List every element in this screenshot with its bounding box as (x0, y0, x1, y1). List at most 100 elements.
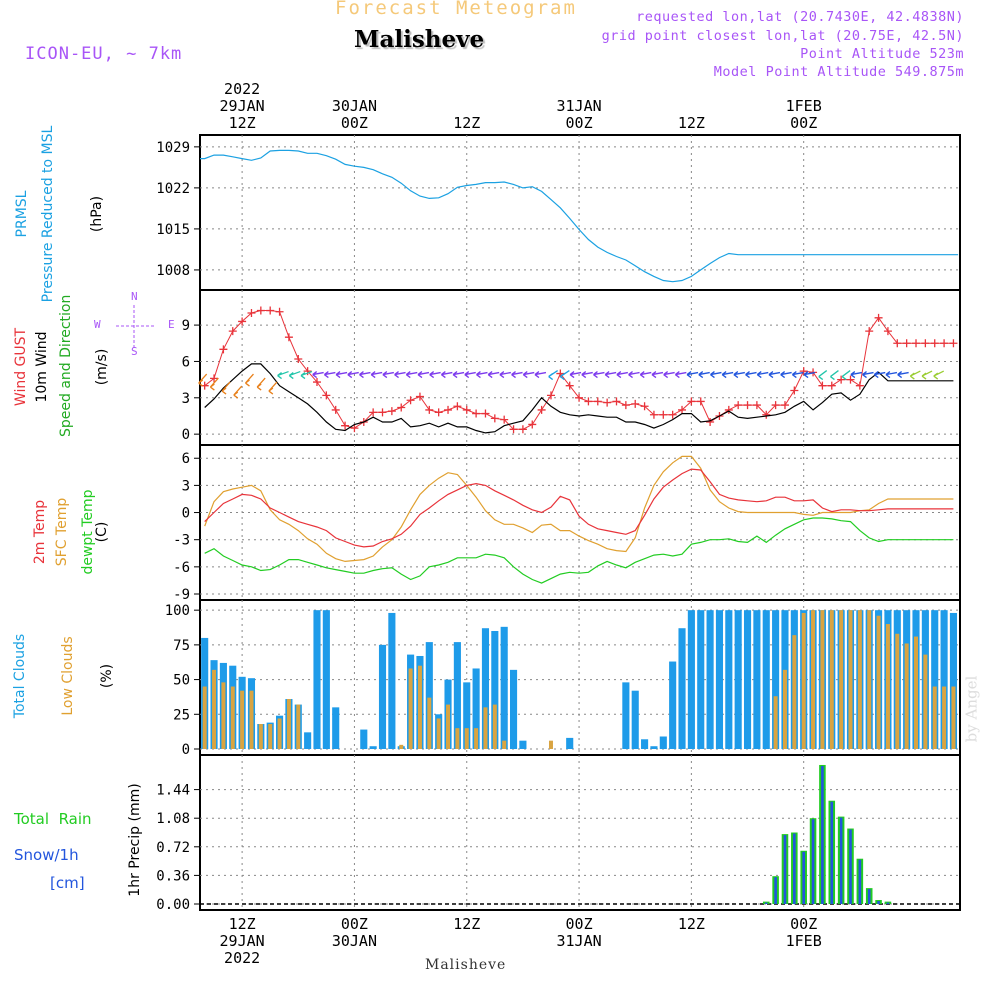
y-tick-label: 0 (182, 742, 190, 758)
wind-direction-arrow (628, 371, 640, 379)
wind-speed-line (204, 363, 954, 434)
total-cloud-bar (378, 644, 387, 749)
gust-marker (256, 306, 265, 315)
gust-marker (565, 381, 574, 390)
wind-direction-arrow (417, 371, 430, 379)
low-cloud-bar (427, 697, 432, 749)
gust-marker (341, 421, 350, 430)
gust-marker (912, 339, 921, 348)
precip-unit-label: 1hr Precip (mm) (127, 783, 143, 897)
gust-marker (874, 313, 883, 322)
gust-marker (406, 396, 415, 405)
total-rain-label: Total Rain (14, 810, 92, 828)
wind-direction-arrow (548, 370, 559, 381)
gust-marker (612, 397, 621, 406)
gust-marker (631, 399, 640, 408)
low-cloud-bar (932, 686, 937, 749)
y-tick-label: -6 (173, 560, 190, 576)
gust-marker (500, 415, 509, 424)
wind-direction-arrow (559, 370, 570, 381)
wind-direction-arrow (534, 371, 547, 379)
total-cloud-bar (687, 610, 695, 749)
compass-west: W (94, 318, 101, 331)
low-cloud-bar (277, 718, 282, 749)
y-tick-label: 6 (182, 451, 190, 467)
y-tick-label: 3 (182, 391, 190, 407)
gust-marker (387, 407, 396, 416)
low-cloud-bar (230, 686, 235, 749)
total-cloud-bar (669, 661, 677, 749)
bottom-time-tick-label: 12Z (453, 915, 480, 933)
wind-speed-dir-label: Speed and Direction (58, 294, 74, 437)
panel-frame (199, 289, 961, 446)
point-altitude: Point Altitude 523m (800, 46, 964, 62)
low-cloud-bar (258, 724, 263, 749)
gust-marker (659, 410, 668, 419)
footer-location: Malisheve (425, 957, 507, 973)
wind-direction-arrow (616, 371, 628, 379)
gust-marker (818, 381, 827, 390)
top-time-tick-label: 12Z (453, 114, 480, 132)
clouds-unit-label: (%) (99, 663, 115, 689)
total-cloud-bar (304, 732, 312, 749)
wind-direction-arrow (663, 371, 675, 379)
total-cloud-bar (463, 682, 471, 749)
y-tick-label: 50 (173, 673, 190, 689)
temp-2m-label: 2m Temp (32, 499, 48, 565)
wind-direction-arrow (581, 371, 593, 379)
total-cloud-bar (743, 610, 752, 749)
gust-marker (902, 339, 911, 348)
bottom-time-tick-label: 1FEB (786, 932, 822, 950)
total-cloud-bar (369, 746, 377, 749)
gust-marker (846, 375, 855, 384)
gust-marker (883, 327, 892, 336)
gust-marker (706, 418, 715, 427)
bottom-time-tick-label: 30JAN (332, 932, 377, 950)
wind-direction-arrow (268, 381, 278, 395)
bottom-time-tick-label: 31JAN (556, 932, 601, 950)
wind-direction-arrow (850, 371, 862, 379)
compass-cross-icon (116, 305, 154, 348)
wind-unit-label: (m/s) (94, 348, 110, 386)
top-time-tick-label: 12Z (678, 114, 705, 132)
y-tick-label: 9 (182, 318, 190, 334)
wind-direction-arrow (452, 371, 465, 379)
wind-direction-arrow (221, 381, 231, 395)
low-cloud-bar (483, 707, 488, 749)
wind-direction-arrow (768, 371, 781, 379)
snow-bar-core (886, 902, 890, 904)
wind-direction-arrow (862, 371, 874, 379)
wind-direction-arrow (733, 371, 745, 379)
gust-marker (434, 408, 443, 417)
low-cloud-bar (820, 610, 825, 749)
snow-label: Snow/1h (14, 846, 79, 864)
top-time-tick-label: 1FEB (786, 97, 822, 115)
wind-direction-arrow (841, 370, 851, 381)
low-cloud-bar (811, 610, 816, 749)
low-cloud-bar (408, 668, 413, 749)
total-cloud-bar (388, 612, 396, 749)
low-cloud-bar (455, 728, 460, 749)
pressure-line (200, 149, 959, 283)
wind-direction-arrow (791, 371, 804, 379)
total-cloud-bar (500, 626, 508, 749)
wind-direction-arrow (710, 371, 722, 379)
low-cloud-bar (942, 686, 947, 749)
low-cloud-bar (268, 724, 273, 749)
gust-marker (621, 401, 630, 410)
low-cloud-bar (221, 682, 226, 749)
gust-marker (855, 381, 864, 390)
wind-direction-arrow (370, 371, 383, 379)
low-cloud-bar (202, 686, 207, 749)
low-clouds-label: Low Clouds (60, 636, 76, 716)
gust-marker (696, 397, 705, 406)
wind-direction-arrow (209, 377, 219, 391)
wind-direction-arrow (698, 371, 710, 379)
meteogram-title: Forecast Meteogram (335, 0, 577, 19)
temp-unit-label: (C) (94, 521, 110, 543)
gust-marker (453, 402, 462, 411)
gust-marker (546, 391, 555, 400)
gust-marker (780, 401, 789, 410)
top-time-tick-label: 12Z (229, 114, 256, 132)
wind-direction-arrow (359, 371, 371, 379)
